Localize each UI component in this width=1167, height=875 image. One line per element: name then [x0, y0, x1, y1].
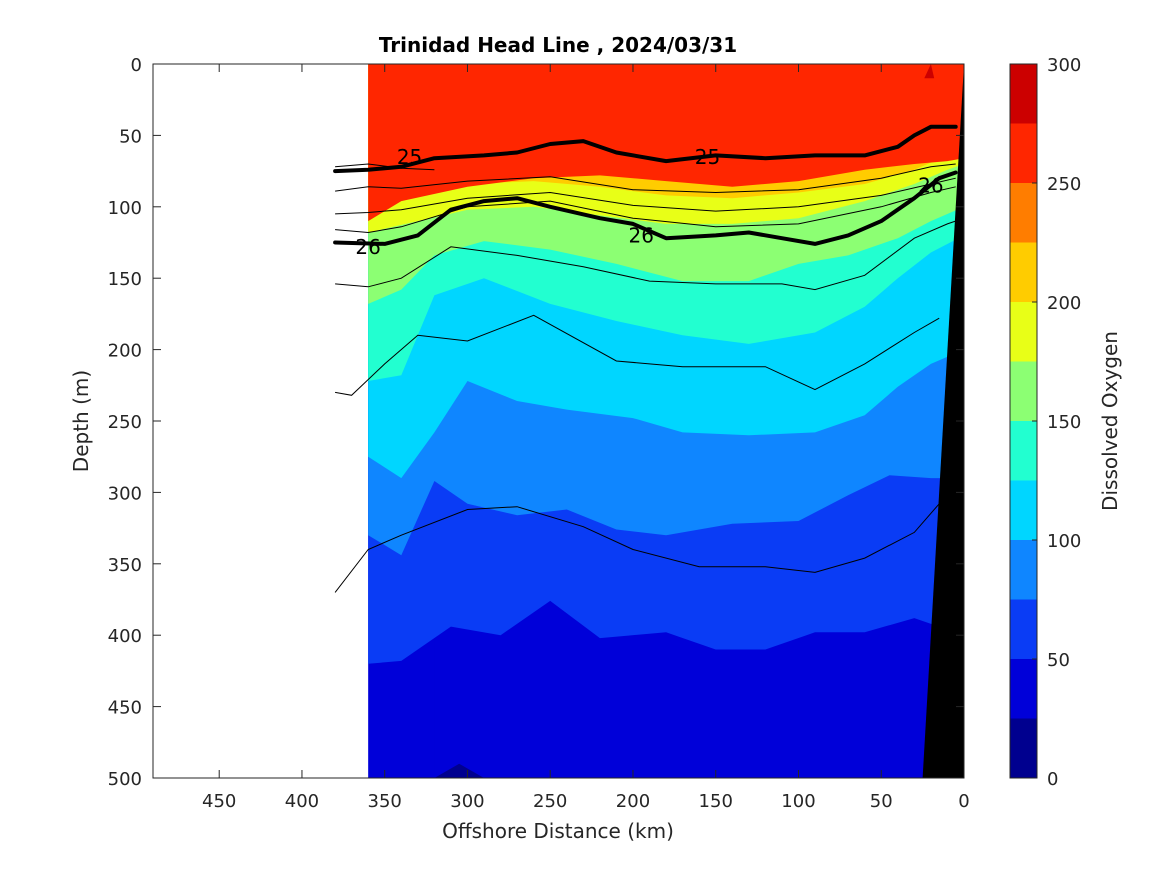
density-contour-line [335, 314, 940, 396]
density-contour-line [335, 163, 956, 194]
oxygen-band-250 [368, 64, 964, 222]
contour-labels: 25 25 26 26 26 [355, 145, 943, 259]
contour-label: 26 [629, 223, 654, 247]
x-tick-label: 0 [958, 791, 969, 812]
colorbar-swatch [1010, 599, 1037, 659]
y-tick-label: 500 [108, 769, 142, 790]
colorbar-tick-label: 0 [1047, 769, 1058, 790]
colorbar-swatch [1010, 480, 1037, 540]
x-tick-label: 50 [870, 791, 893, 812]
colorbar-tick-label: 50 [1047, 650, 1070, 671]
chart-title: Trinidad Head Line , 2024/03/31 [379, 33, 737, 57]
colorbar-ticks: 0 50 100 150 200 250 300 [1032, 55, 1081, 790]
y-tick-label: 50 [119, 126, 142, 147]
x-axis-label: Offshore Distance (km) [442, 819, 674, 843]
sigma-contour-lines [333, 124, 958, 246]
colorbar-swatch [1010, 242, 1037, 302]
colorbar-swatch [1010, 361, 1037, 421]
y-tick-label: 400 [108, 626, 142, 647]
colorbar-label: Dissolved Oxygen [1098, 331, 1122, 511]
colorbar-swatches [1010, 64, 1037, 778]
y-tick-label: 300 [108, 483, 142, 504]
x-tick-label: 250 [533, 791, 567, 812]
x-tick-label: 450 [202, 791, 236, 812]
colorbar-swatch [1010, 64, 1037, 124]
colorbar-tick-label: 100 [1047, 531, 1081, 552]
plot-area: 25 25 26 26 26 [152, 63, 965, 779]
colorbar-tick-label: 200 [1047, 293, 1081, 314]
colorbar-swatch [1010, 123, 1037, 183]
oxygen-patch-275 [924, 64, 935, 79]
colorbar: 0 50 100 150 200 250 300 Dissolved Oxygen [1009, 55, 1122, 790]
y-tick-label: 450 [108, 698, 142, 719]
bathymetry-wedge [922, 64, 964, 778]
y-tick-label: 200 [108, 341, 142, 362]
colorbar-tick-label: 300 [1047, 55, 1081, 76]
contour-label: 25 [397, 145, 422, 169]
y-axis-label: Depth (m) [69, 370, 93, 472]
contour-label: 26 [355, 235, 380, 259]
y-tick-label: 150 [108, 269, 142, 290]
colorbar-swatch [1010, 421, 1037, 481]
density-contour-line [335, 177, 956, 215]
y-axis: 0 50 100 150 200 250 300 350 400 450 500 [108, 55, 964, 790]
x-tick-label: 150 [699, 791, 733, 812]
x-tick-label: 350 [368, 791, 402, 812]
oxygen-patch-0 [434, 763, 484, 778]
colorbar-swatch [1010, 302, 1037, 362]
x-tick-label: 300 [450, 791, 484, 812]
density-contour-lines [334, 163, 964, 593]
y-tick-label: 250 [108, 412, 142, 433]
density-contour-line [335, 186, 956, 234]
oxygen-contour-fill [368, 64, 964, 778]
x-axis: 450 400 350 300 250 200 150 100 50 0 [202, 64, 970, 812]
contour-label: 26 [918, 173, 943, 197]
bathymetry [922, 64, 964, 778]
density-contour-line [335, 163, 435, 171]
contour-label: 25 [695, 145, 720, 169]
y-tick-label: 0 [131, 55, 142, 76]
sigma-contour-26 [333, 170, 958, 246]
colorbar-swatch [1010, 183, 1037, 243]
y-tick-label: 100 [108, 198, 142, 219]
density-contour-line [335, 217, 964, 291]
x-tick-label: 200 [616, 791, 650, 812]
colorbar-swatch [1010, 540, 1037, 600]
sigma-contour-25 [333, 124, 958, 174]
x-tick-label: 400 [285, 791, 319, 812]
y-tick-label: 350 [108, 555, 142, 576]
density-contour-line [334, 503, 940, 593]
colorbar-tick-label: 250 [1047, 174, 1081, 195]
colorbar-tick-label: 150 [1047, 412, 1081, 433]
x-tick-label: 100 [781, 791, 815, 812]
colorbar-swatch [1010, 718, 1037, 778]
colorbar-swatch [1010, 659, 1037, 719]
